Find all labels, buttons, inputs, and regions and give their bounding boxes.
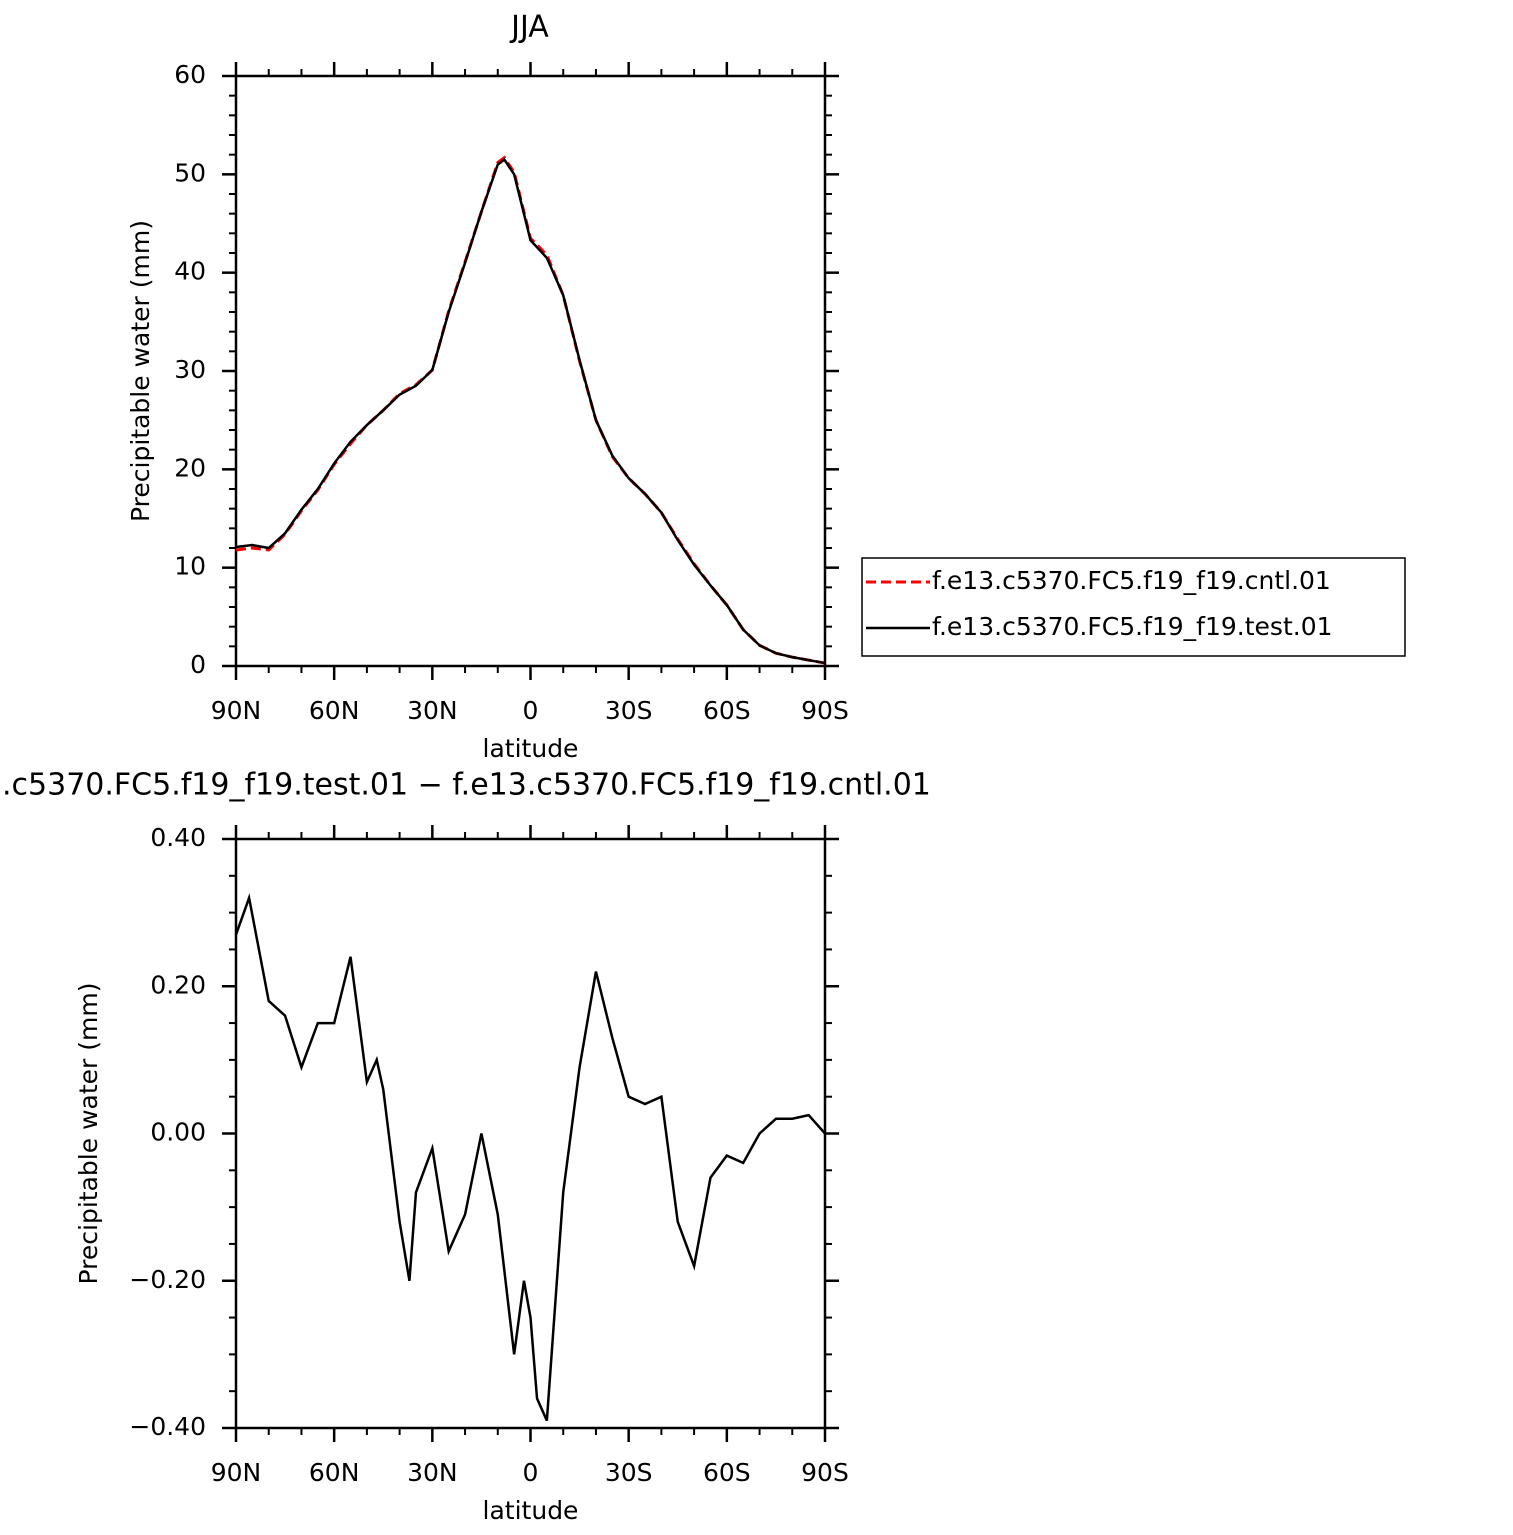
x-tick-label: 90S bbox=[801, 1458, 849, 1487]
x-tick-label: 0 bbox=[523, 1458, 539, 1487]
chart-title: JJA bbox=[509, 10, 549, 45]
x-tick-label: 90N bbox=[211, 696, 262, 725]
y-axis-label: Precipitable water (mm) bbox=[126, 220, 155, 522]
x-axis-label: latitude bbox=[483, 1496, 579, 1525]
y-tick-label: 50 bbox=[174, 158, 206, 187]
x-tick-label: 30N bbox=[407, 696, 458, 725]
plot-frame bbox=[234, 74, 827, 668]
legend-label: f.e13.c5370.FC5.f19_f19.cntl.01 bbox=[932, 566, 1331, 595]
data-line bbox=[235, 157, 826, 665]
y-tick-label: 30 bbox=[174, 355, 206, 384]
data-line bbox=[234, 893, 826, 1422]
x-tick-label: 60N bbox=[309, 696, 360, 725]
x-tick-label: 90S bbox=[801, 696, 849, 725]
y-tick-label: 20 bbox=[174, 453, 206, 482]
x-tick-label: 30N bbox=[407, 1458, 458, 1487]
legend-label: f.e13.c5370.FC5.f19_f19.test.01 bbox=[932, 612, 1333, 641]
x-tick-label: 60N bbox=[309, 1458, 360, 1487]
x-tick-label: 90N bbox=[211, 1458, 262, 1487]
x-axis-label: latitude bbox=[483, 734, 579, 763]
y-tick-label: 40 bbox=[174, 257, 206, 286]
plot-frame bbox=[234, 837, 827, 1430]
x-tick-label: 0 bbox=[523, 696, 539, 725]
y-tick-label: 10 bbox=[174, 552, 206, 581]
legend-box bbox=[861, 557, 1406, 657]
y-tick-label: 0.20 bbox=[150, 970, 206, 999]
y-axis-label: Precipitable water (mm) bbox=[74, 983, 103, 1285]
x-tick-label: 30S bbox=[605, 696, 653, 725]
data-line bbox=[235, 155, 826, 665]
chart-title: .c5370.FC5.f19_f19.test.01 − f.e13.c5370… bbox=[2, 768, 931, 803]
y-tick-label: 0 bbox=[190, 650, 206, 679]
y-tick-label: 60 bbox=[174, 60, 206, 89]
x-tick-label: 60S bbox=[703, 1458, 751, 1487]
y-tick-label: −0.40 bbox=[129, 1412, 206, 1441]
y-tick-label: 0.40 bbox=[150, 823, 206, 852]
x-tick-label: 30S bbox=[605, 1458, 653, 1487]
y-tick-label: 0.00 bbox=[150, 1118, 206, 1147]
x-tick-label: 60S bbox=[703, 696, 751, 725]
y-tick-label: −0.20 bbox=[129, 1265, 206, 1294]
